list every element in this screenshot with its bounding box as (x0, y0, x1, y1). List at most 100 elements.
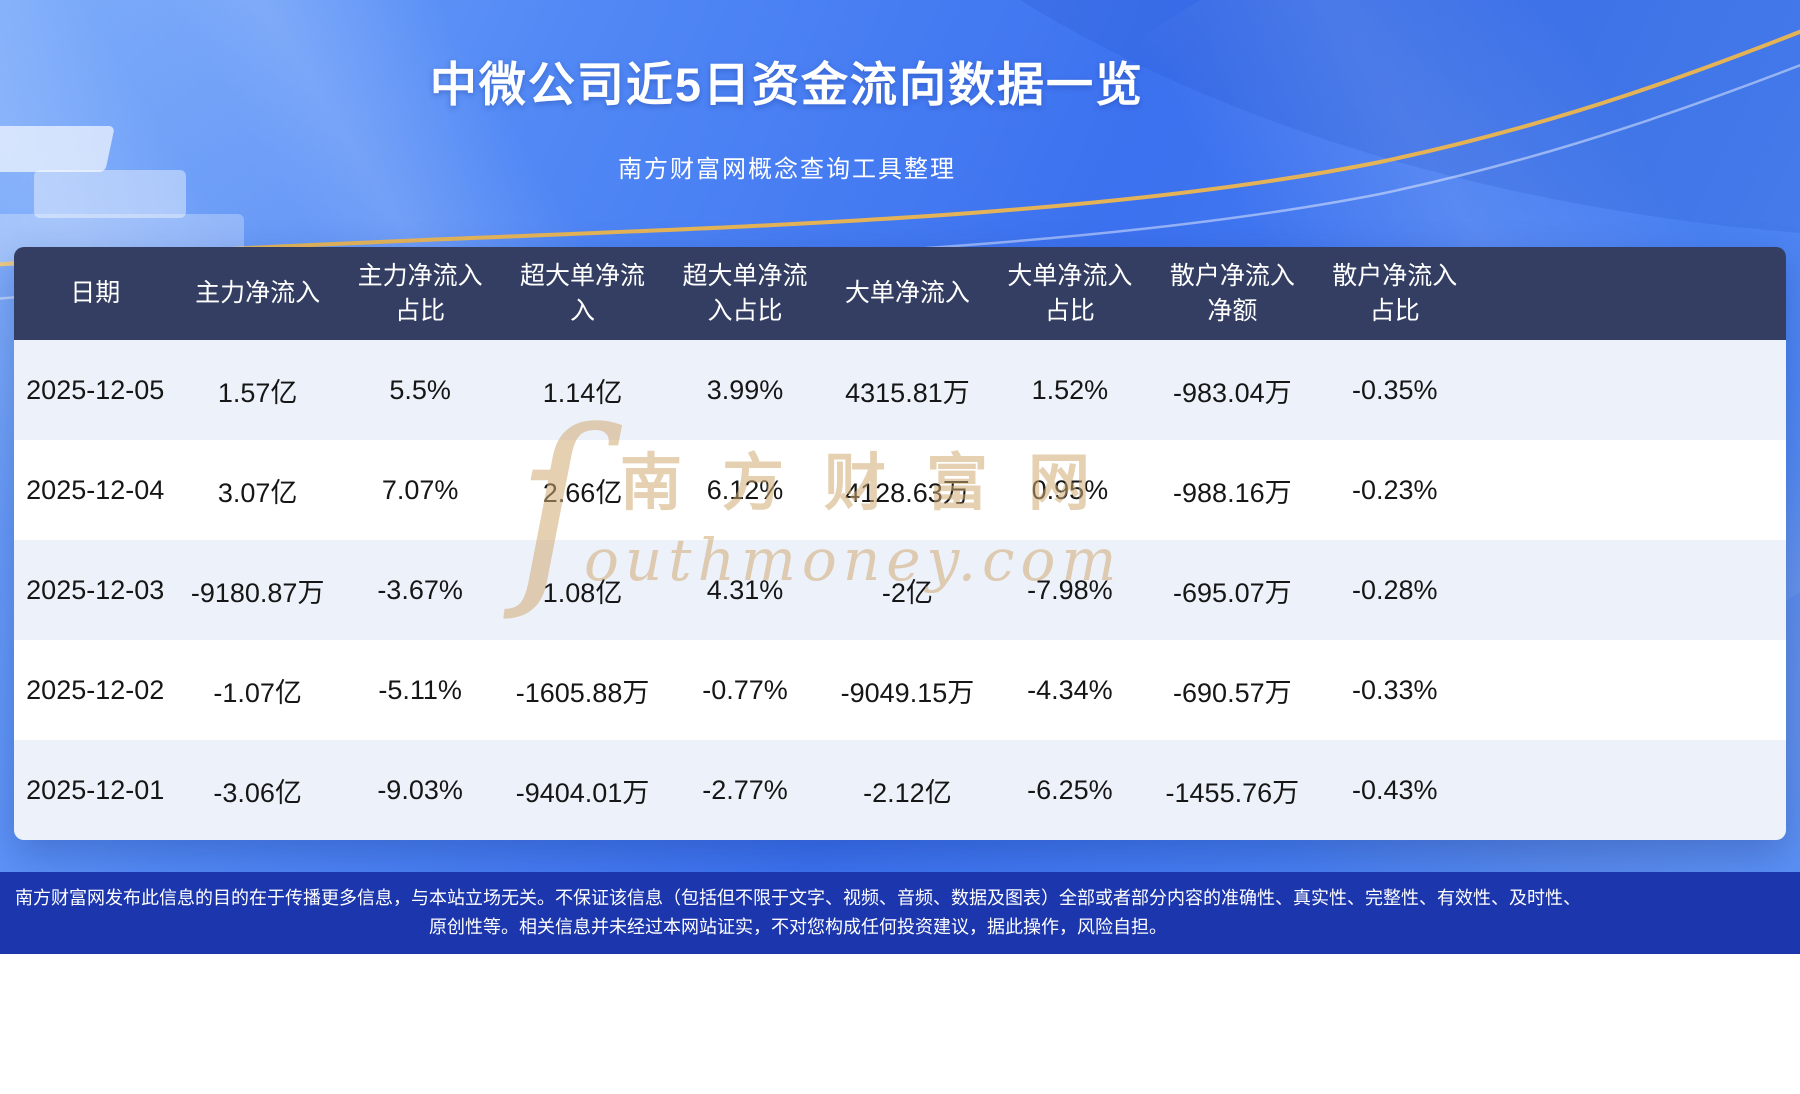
column-header-label: 主力净流入占比 (357, 261, 483, 325)
column-header-label: 散户净流入占比 (1332, 261, 1458, 325)
table-cell: 4315.81万 (826, 340, 988, 440)
table-header-row: 日期 主力净流入 主力净流入占比 超大单净流入 超大单净流入占比 大单净流入 大单净流入占比… (14, 247, 1786, 340)
cell-value: 2.66亿 (542, 477, 623, 508)
column-header-label: 大单净流入占比 (1007, 261, 1133, 325)
cell-value: -3.67% (377, 574, 463, 605)
table-cell: 1.08亿 (501, 540, 663, 640)
cell-value: -0.77% (702, 674, 788, 705)
table-cell: 2025-12-03 (14, 540, 176, 640)
table-cell: 2025-12-04 (14, 440, 176, 540)
table-cell: -6.25% (989, 740, 1151, 840)
cell-value: 1.52% (1031, 374, 1109, 405)
table-cell: -9.03% (339, 740, 501, 840)
table-cell: -0.43% (1314, 740, 1476, 840)
table-row: 2025-12-05 1.57亿 5.5% 1.14亿 3.99% 4315.81万 1.5… (14, 340, 1786, 440)
table-cell: -2.12亿 (826, 740, 988, 840)
table-cell: 3.07亿 (176, 440, 338, 540)
table-cell: 2025-12-02 (14, 640, 176, 740)
cell-value: 2025-12-02 (26, 674, 165, 705)
table-cell: -1605.88万 (501, 640, 663, 740)
table-cell: 6.12% (664, 440, 826, 540)
column-header-label: 日期 (70, 279, 121, 307)
cell-value: -695.07万 (1173, 577, 1292, 608)
cell-value: -9180.87万 (190, 577, 325, 608)
table-cell: 1.52% (989, 340, 1151, 440)
column-header-label: 超大单净流入占比 (682, 261, 808, 325)
column-header: 散户净流入净额 (1151, 247, 1313, 340)
column-header-label: 超大单净流入 (520, 261, 646, 325)
column-header: 大单净流入占比 (989, 247, 1151, 340)
column-header: 日期 (14, 247, 176, 340)
cell-value: -1.07亿 (213, 677, 302, 708)
table-cell: -2亿 (826, 540, 988, 640)
cell-value: -2亿 (881, 577, 933, 608)
table-cell: -1455.76万 (1151, 740, 1313, 840)
column-header-label: 大单净流入 (844, 279, 970, 307)
title-area: 中微公司近5日资金流向数据一览 南方财富网概念查询工具整理 (0, 46, 1574, 184)
cell-value: -988.16万 (1173, 477, 1292, 508)
table-cell: -5.11% (339, 640, 501, 740)
cell-value: 0.95% (1031, 474, 1109, 505)
table-cell: 0.95% (989, 440, 1151, 540)
table-cell: -1.07亿 (176, 640, 338, 740)
column-header: 大单净流入 (826, 247, 988, 340)
table-cell: -3.67% (339, 540, 501, 640)
cell-value: 1.08亿 (542, 577, 623, 608)
table-cell: -4.34% (989, 640, 1151, 740)
table-cell: 2025-12-05 (14, 340, 176, 440)
cell-value: -9049.15万 (840, 677, 975, 708)
cell-value: 1.14亿 (542, 377, 623, 408)
cell-value: 2025-12-01 (26, 774, 165, 805)
cell-value: -0.28% (1351, 574, 1438, 605)
cell-value: -6.25% (1027, 774, 1113, 805)
table-cell: 5.5% (339, 340, 501, 440)
column-header-label: 主力净流入 (195, 279, 321, 307)
cell-value: -4.34% (1027, 674, 1113, 705)
table-cell: -9180.87万 (176, 540, 338, 640)
table-cell: -9049.15万 (826, 640, 988, 740)
table-cell: 4.31% (664, 540, 826, 640)
table-cell: -695.07万 (1151, 540, 1313, 640)
footer-disclaimer-bar: 南方财富网发布此信息的目的在于传播更多信息，与本站立场无关。不保证该信息（包括但… (0, 872, 1800, 954)
cell-value: 4.31% (706, 574, 784, 605)
table-cell: 4128.63万 (826, 440, 988, 540)
cell-value: 2025-12-05 (26, 374, 165, 405)
table-row: 2025-12-04 3.07亿 7.07% 2.66亿 6.12% 4128.63万 0.… (14, 440, 1786, 540)
cell-value: -1605.88万 (515, 677, 650, 708)
table-cell: -0.33% (1314, 640, 1476, 740)
table-cell: 2025-12-01 (14, 740, 176, 840)
decorative-block (34, 170, 186, 218)
fund-flow-table: 日期 主力净流入 主力净流入占比 超大单净流入 超大单净流入占比 大单净流入 大单净流入占比… (14, 247, 1786, 840)
table-cell: -0.35% (1314, 340, 1476, 440)
cell-value: -983.04万 (1173, 377, 1292, 408)
table-cell: -7.98% (989, 540, 1151, 640)
table-cell: 3.99% (664, 340, 826, 440)
cell-value: 4315.81万 (845, 377, 970, 408)
table-cell: 7.07% (339, 440, 501, 540)
cell-value: 3.07亿 (217, 477, 298, 508)
table-cell: -0.77% (664, 640, 826, 740)
table-row: 2025-12-02 -1.07亿 -5.11% -1605.88万 -0.77% -90… (14, 640, 1786, 740)
cell-value: 2025-12-03 (26, 574, 165, 605)
page-subtitle: 南方财富网概念查询工具整理 (618, 156, 956, 183)
cell-value: 2025-12-04 (26, 474, 165, 505)
cell-value: 6.12% (706, 474, 784, 505)
table-cell: -2.77% (664, 740, 826, 840)
page-title: 中微公司近5日资金流向数据一览 (429, 58, 1145, 111)
table-cell: -988.16万 (1151, 440, 1313, 540)
column-header: 超大单净流入 (501, 247, 663, 340)
table-cell: 2.66亿 (501, 440, 663, 540)
table-cell: 1.57亿 (176, 340, 338, 440)
cell-value: -9404.01万 (515, 777, 650, 808)
cell-value: 1.57亿 (217, 377, 298, 408)
table-cell: -0.23% (1314, 440, 1476, 540)
table-cell: -690.57万 (1151, 640, 1313, 740)
column-header: 主力净流入占比 (339, 247, 501, 340)
cell-value: -5.11% (378, 674, 462, 705)
table-cell: -9404.01万 (501, 740, 663, 840)
table-cell: -983.04万 (1151, 340, 1313, 440)
cell-value: 3.99% (706, 374, 784, 405)
cell-value: 5.5% (389, 374, 451, 405)
table-cell: -3.06亿 (176, 740, 338, 840)
